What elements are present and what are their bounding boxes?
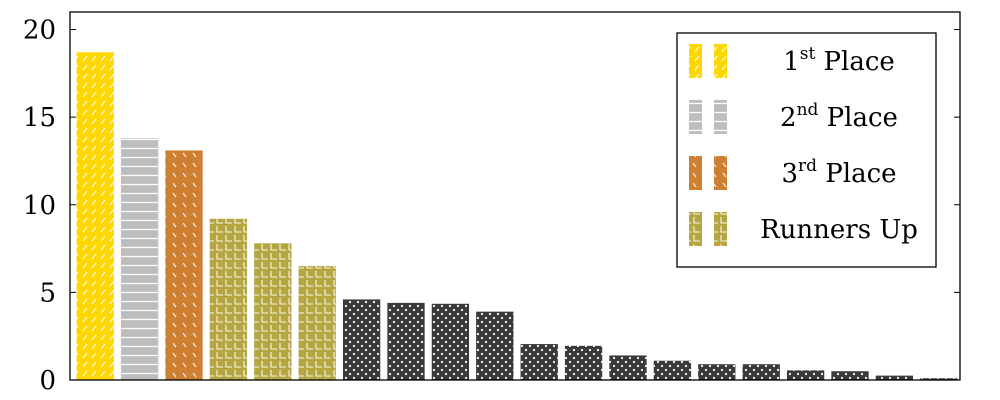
- y-tick-label: 15: [23, 103, 56, 133]
- legend-swatch-pattern: [714, 100, 727, 134]
- bar: [165, 150, 203, 380]
- bar-pattern: [209, 218, 248, 380]
- bar: [609, 355, 647, 380]
- legend-swatch-pattern: [714, 44, 727, 78]
- legend-item: 1st Place: [689, 44, 895, 78]
- legend-label: 3rd Place: [781, 156, 896, 189]
- bar-pattern: [786, 370, 825, 380]
- y-axis: 0 5 10 15 20: [23, 16, 960, 396]
- bar-pattern: [342, 299, 381, 380]
- bar: [254, 243, 292, 380]
- bar: [831, 371, 869, 380]
- bar-pattern: [698, 364, 736, 380]
- legend-swatch-pattern: [689, 212, 702, 246]
- bar: [209, 218, 248, 380]
- bar-pattern: [609, 355, 647, 380]
- bar: [298, 266, 336, 380]
- bar-pattern: [298, 266, 336, 380]
- bars-group: [76, 52, 958, 381]
- bar: [564, 345, 603, 380]
- bar-pattern: [831, 371, 869, 380]
- legend-swatch-pattern: [689, 44, 702, 78]
- y-tick-label: 20: [23, 16, 56, 46]
- bar: [120, 138, 159, 380]
- bar-pattern: [653, 360, 692, 380]
- bar: [875, 375, 914, 380]
- bar: [742, 364, 780, 380]
- bar: [653, 360, 692, 380]
- plot-frame: [69, 11, 961, 381]
- legend-item: Runners Up: [689, 212, 918, 246]
- y-tick-label: 10: [23, 191, 56, 221]
- bar: [387, 302, 425, 380]
- legend-swatch-pattern: [714, 212, 727, 246]
- y-tick-label: 0: [39, 366, 56, 396]
- bar-pattern: [254, 243, 292, 380]
- legend-item: 3rd Place: [689, 156, 897, 190]
- bar: [342, 299, 381, 380]
- legend-swatch-pattern: [689, 100, 702, 134]
- bar-pattern: [476, 311, 514, 380]
- legend-label: Runners Up: [760, 215, 918, 245]
- bar-pattern: [520, 344, 558, 380]
- legend: 1st Place 2nd Place 3rd Place Runners Up: [676, 32, 937, 268]
- bar-pattern: [76, 52, 114, 381]
- bar: [920, 378, 958, 380]
- legend-swatch-pattern: [714, 156, 727, 190]
- bar-pattern: [387, 302, 425, 380]
- bar: [431, 303, 470, 380]
- bar: [786, 370, 825, 380]
- bar: [76, 52, 114, 381]
- bar: [698, 364, 736, 380]
- bar-pattern: [920, 378, 958, 380]
- bar-pattern: [742, 364, 780, 380]
- bar: [476, 311, 514, 380]
- legend-label: 2nd Place: [780, 100, 898, 133]
- bar-pattern: [431, 303, 470, 380]
- bar-pattern: [875, 375, 914, 380]
- legend-swatch-pattern: [689, 156, 702, 190]
- bar-pattern: [120, 138, 159, 380]
- y-tick-label: 5: [39, 278, 56, 308]
- bar-pattern: [564, 345, 603, 380]
- legend-label: 1st Place: [783, 44, 895, 77]
- legend-item: 2nd Place: [689, 100, 898, 134]
- bar: [520, 344, 558, 380]
- bar-pattern: [165, 150, 203, 380]
